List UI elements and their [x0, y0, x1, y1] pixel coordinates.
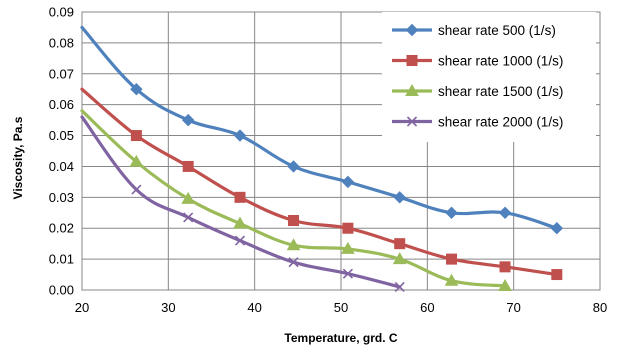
data-point	[394, 238, 406, 250]
series-1	[80, 25, 564, 235]
data-point	[129, 154, 144, 167]
legend-swatch-marker	[405, 83, 419, 96]
data-point	[288, 257, 299, 268]
data-point	[286, 238, 301, 251]
y-tick-label: 0.06	[49, 97, 74, 112]
data-point	[444, 273, 459, 286]
x-tick-label: 60	[420, 300, 434, 315]
legend-label: shear rate 2000 (1/s)	[438, 115, 563, 130]
legend-label: shear rate 1500 (1/s)	[438, 84, 563, 99]
series-line	[80, 87, 559, 277]
x-tick-label: 70	[506, 300, 520, 315]
legend-item: shear rate 1000 (1/s)	[392, 54, 563, 69]
marker-stroke	[183, 212, 194, 223]
y-tick-label: 0.03	[49, 190, 74, 205]
data-point	[341, 241, 355, 254]
plot-area-border	[81, 11, 601, 291]
marker-stroke	[406, 116, 418, 127]
y-tick-label: 0.01	[49, 252, 74, 267]
legend-item: shear rate 1500 (1/s)	[392, 83, 563, 99]
legend-item: shear rate 500 (1/s)	[392, 23, 556, 38]
data-point	[233, 216, 247, 229]
legend-swatch-marker	[405, 23, 419, 37]
y-tick-label: 0.09	[49, 5, 74, 20]
y-tick-label: 0.07	[49, 66, 74, 81]
data-point	[550, 222, 564, 235]
legend-label: shear rate 1000 (1/s)	[438, 54, 563, 69]
data-point	[130, 83, 143, 96]
marker-stroke	[131, 184, 142, 195]
series-2	[80, 87, 563, 281]
data-point	[394, 281, 405, 292]
x-axis-title: Temperature, grd. C	[284, 331, 397, 345]
data-point	[234, 191, 246, 203]
legend-label: shear rate 500 (1/s)	[438, 23, 556, 38]
x-tick-label: 80	[593, 300, 607, 315]
data-point	[393, 191, 406, 204]
data-point	[498, 206, 512, 219]
x-tick-label: 20	[75, 300, 89, 315]
data-point	[342, 222, 354, 234]
data-point	[551, 269, 563, 281]
y-axis-title: Viscosity, Pa.s	[11, 116, 25, 199]
marker-stroke	[288, 257, 299, 268]
axis-layer: 0.00 0.01 0.02 0.03 0.04 0.05 0.06 0.07 0.08 0.09…	[49, 5, 608, 316]
data-point	[287, 160, 300, 173]
data-point	[130, 130, 142, 142]
data-point	[446, 253, 458, 265]
x-tick-label: 50	[334, 300, 348, 315]
data-point	[392, 252, 407, 265]
y-tick-label: 0.00	[49, 283, 74, 298]
marker-stroke	[394, 281, 405, 292]
legend-item: shear rate 2000 (1/s)	[392, 115, 563, 130]
series-4	[80, 115, 405, 292]
y-tick-label: 0.08	[49, 35, 74, 50]
data-point	[183, 212, 194, 223]
data-point	[499, 261, 511, 273]
legend-swatch-marker	[406, 116, 418, 127]
data-point	[498, 278, 512, 291]
series-3	[80, 109, 512, 291]
y-tick-label: 0.05	[49, 128, 74, 143]
legend-swatch-marker	[406, 55, 418, 66]
data-point	[181, 191, 196, 204]
marker-stroke	[234, 235, 246, 246]
x-tick-label: 30	[161, 300, 175, 315]
data-point	[341, 175, 355, 189]
marker-stroke	[342, 268, 353, 279]
data-point	[182, 160, 194, 172]
series-layer	[80, 25, 564, 292]
y-tick-label: 0.02	[49, 221, 74, 236]
data-point	[233, 129, 247, 142]
data-point	[131, 184, 142, 195]
data-point	[234, 235, 246, 246]
series-line	[80, 25, 559, 230]
legend: shear rate 500 (1/s) shear rate 1000 (1/s…	[382, 12, 596, 142]
y-tick-label: 0.04	[49, 159, 74, 174]
data-point	[181, 113, 195, 127]
data-point	[342, 268, 353, 279]
data-point	[288, 215, 300, 226]
data-point	[445, 206, 458, 219]
x-tick-label: 40	[247, 300, 261, 315]
